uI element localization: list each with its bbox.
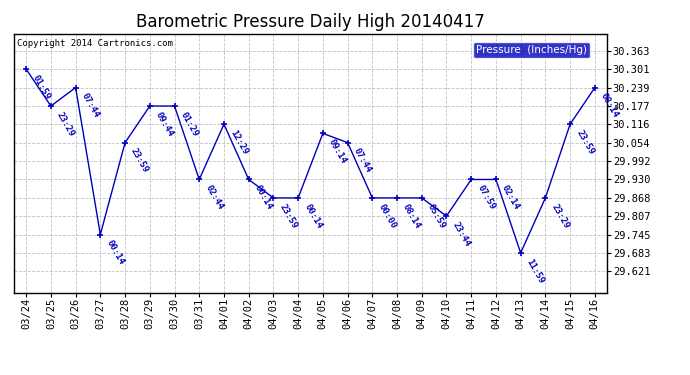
Text: 01:29: 01:29 bbox=[179, 110, 200, 138]
Text: 09:14: 09:14 bbox=[327, 138, 348, 165]
Text: 23:59: 23:59 bbox=[574, 128, 595, 156]
Text: 02:44: 02:44 bbox=[204, 184, 225, 211]
Text: 23:59: 23:59 bbox=[129, 147, 150, 174]
Text: 23:29: 23:29 bbox=[549, 202, 571, 230]
Text: 00:14: 00:14 bbox=[253, 184, 274, 211]
Text: 05:59: 05:59 bbox=[426, 202, 447, 230]
Text: 23:29: 23:29 bbox=[55, 110, 77, 138]
Text: 07:44: 07:44 bbox=[352, 147, 373, 174]
Text: 09:44: 09:44 bbox=[154, 110, 175, 138]
Text: 00:14: 00:14 bbox=[104, 238, 126, 267]
Text: 01:59: 01:59 bbox=[30, 73, 52, 101]
Title: Barometric Pressure Daily High 20140417: Barometric Pressure Daily High 20140417 bbox=[136, 13, 485, 31]
Text: 00:00: 00:00 bbox=[377, 202, 397, 230]
Text: 08:14: 08:14 bbox=[401, 202, 422, 230]
Text: 11:59: 11:59 bbox=[525, 257, 546, 285]
Text: 00:14: 00:14 bbox=[302, 202, 324, 230]
Text: 07:59: 07:59 bbox=[475, 184, 497, 211]
Text: 07:44: 07:44 bbox=[80, 92, 101, 120]
Text: Copyright 2014 Cartronics.com: Copyright 2014 Cartronics.com bbox=[17, 39, 172, 48]
Text: 12:29: 12:29 bbox=[228, 128, 249, 156]
Text: 23:44: 23:44 bbox=[451, 220, 472, 248]
Text: 02:14: 02:14 bbox=[500, 184, 522, 211]
Text: 08:14: 08:14 bbox=[599, 92, 620, 120]
Text: 23:59: 23:59 bbox=[277, 202, 299, 230]
Legend: Pressure  (Inches/Hg): Pressure (Inches/Hg) bbox=[473, 42, 590, 58]
